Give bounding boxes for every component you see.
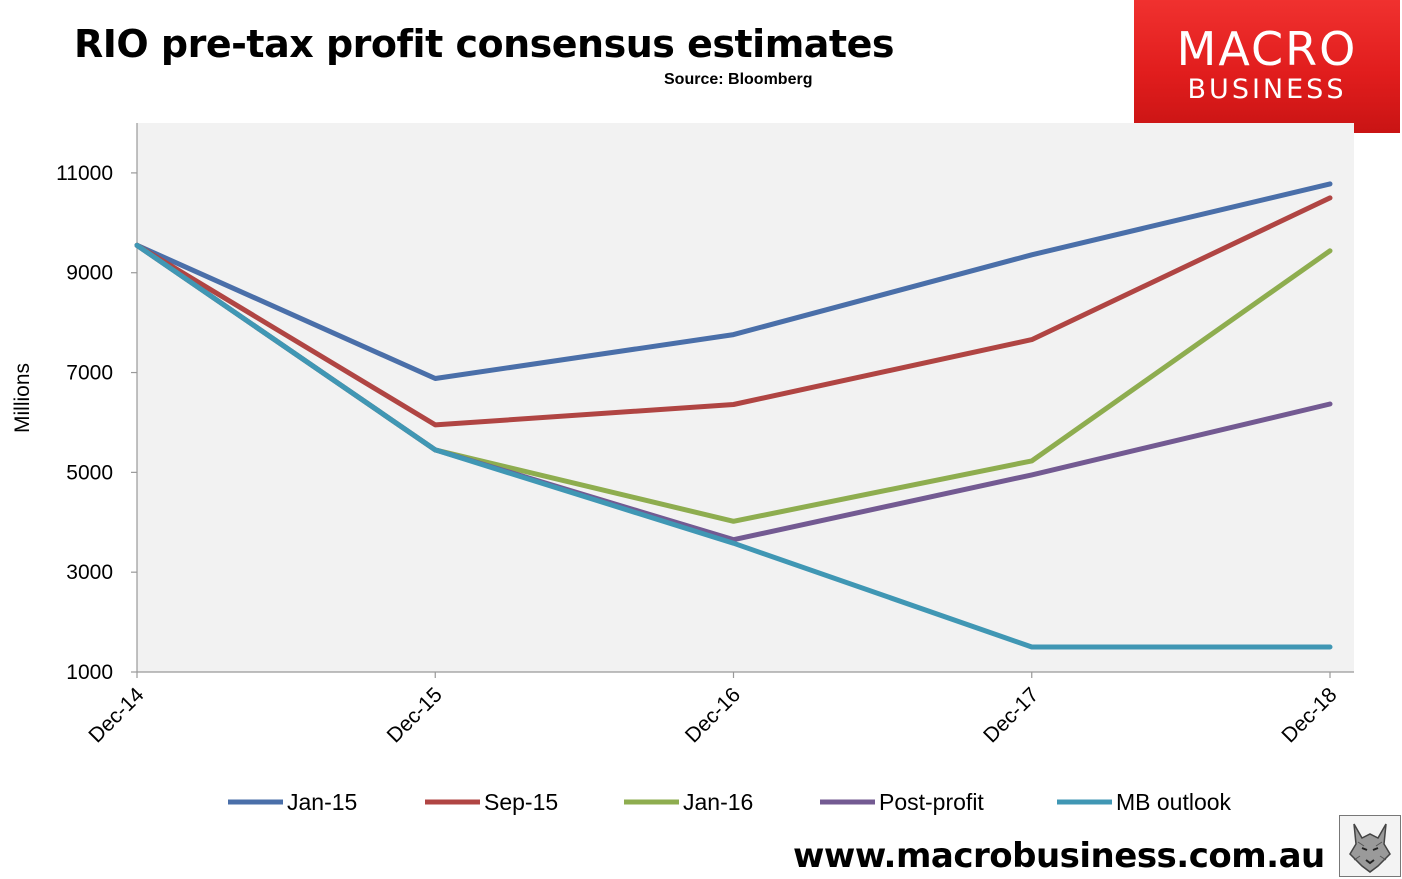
x-tick-label: Dec-15 [383, 683, 447, 747]
legend-item-sep-15: Sep-15 [425, 789, 558, 815]
y-tick-label: 1000 [66, 661, 113, 684]
y-tick-label: 11000 [56, 162, 113, 185]
chart-title: RIO pre-tax profit consensus estimates [74, 22, 895, 66]
y-tick-label: 3000 [66, 561, 113, 584]
logo-line-1: MACRO [1176, 22, 1358, 76]
plot-area [137, 123, 1354, 672]
website-url[interactable]: www.macrobusiness.com.au [793, 836, 1325, 876]
x-tick-label: Dec-17 [979, 683, 1043, 747]
wolf-logo [1339, 815, 1401, 877]
legend-label: Sep-15 [484, 789, 558, 815]
legend-label: MB outlook [1116, 789, 1232, 815]
y-tick-label: 9000 [66, 262, 113, 285]
chart-source: Source: Bloomberg [664, 71, 813, 88]
y-axis-title: Millions [11, 363, 34, 433]
x-tick-label: Dec-16 [681, 683, 745, 747]
logo-line-2: BUSINESS [1187, 74, 1347, 105]
series-line-mb-outlook [134, 242, 1333, 650]
series-line-sep-15 [134, 195, 1333, 428]
series-line-jan-15 [134, 181, 1333, 381]
y-tick-label: 5000 [66, 461, 113, 484]
legend-label: Jan-15 [287, 789, 357, 815]
legend-item-jan-15: Jan-15 [228, 789, 357, 815]
wolf-icon [1349, 823, 1391, 873]
legend-item-mb-outlook: MB outlook [1057, 789, 1232, 815]
macrobusiness-logo: MACRO BUSINESS [1134, 0, 1400, 133]
x-tick-label: Dec-14 [84, 683, 148, 747]
legend-label: Post-profit [879, 789, 984, 815]
legend-item-jan-16: Jan-16 [624, 789, 753, 815]
y-tick-label: 7000 [66, 362, 113, 385]
legend-label: Jan-16 [683, 789, 753, 815]
legend-item-post-profit: Post-profit [820, 789, 984, 815]
x-tick-label: Dec-18 [1277, 683, 1341, 747]
